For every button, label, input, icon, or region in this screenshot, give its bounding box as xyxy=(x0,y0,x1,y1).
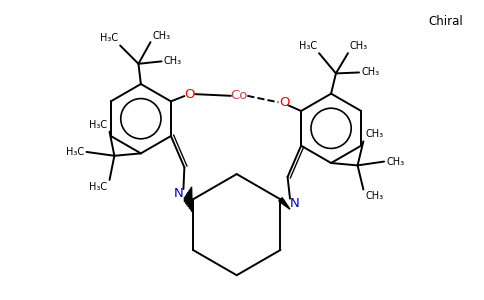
Text: CH₃: CH₃ xyxy=(362,68,379,77)
Text: N: N xyxy=(290,197,300,210)
Text: H₃C: H₃C xyxy=(299,41,317,51)
Text: H₃C: H₃C xyxy=(66,147,84,157)
Polygon shape xyxy=(279,198,290,209)
Text: CH₃: CH₃ xyxy=(164,56,182,66)
Text: N: N xyxy=(174,187,183,200)
Text: Co: Co xyxy=(230,89,248,102)
Text: Chiral: Chiral xyxy=(429,15,464,28)
Text: CH₃: CH₃ xyxy=(365,129,383,140)
Text: O: O xyxy=(279,96,289,109)
Text: CH₃: CH₃ xyxy=(387,157,405,166)
Text: H₃C: H₃C xyxy=(100,33,118,43)
Text: CH₃: CH₃ xyxy=(153,31,171,41)
Text: H₃C: H₃C xyxy=(89,182,107,192)
Text: CH₃: CH₃ xyxy=(365,191,383,201)
Text: O: O xyxy=(184,88,195,100)
Text: CH₃: CH₃ xyxy=(350,41,368,51)
Text: H₃C: H₃C xyxy=(89,120,107,130)
